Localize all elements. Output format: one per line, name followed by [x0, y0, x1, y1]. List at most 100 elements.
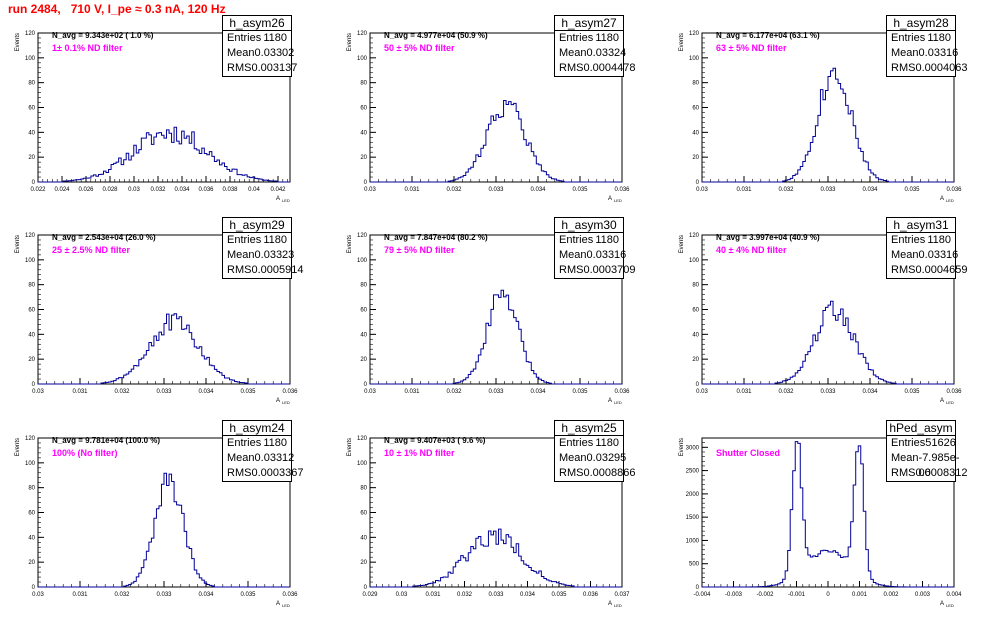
stats-label-mean: Mean: [559, 452, 587, 464]
stats-row-rms: RMS 0.0003709: [555, 263, 635, 278]
n-avg-label: N_avg = 6.177e+04 (63.1 %): [716, 31, 820, 40]
y-tick-label: 20: [28, 560, 35, 566]
x-tick-label: 0.031: [404, 187, 420, 193]
stats-value-mean: 0.03324: [586, 47, 627, 59]
stats-box: h_asym27 Entries 1180 Mean 0.03324 RMS 0.00044…: [554, 15, 635, 77]
y-tick-label: 80: [360, 81, 367, 87]
y-tick-label: 60: [360, 511, 367, 517]
y-axis-label: Events: [15, 235, 21, 253]
y-tick-label: 80: [28, 81, 35, 87]
filter-annotation: 50 ± 5% ND filter: [384, 43, 455, 53]
histogram-series: [38, 313, 290, 385]
x-tick-label: 0.036: [583, 592, 599, 598]
n-avg-label: N_avg = 3.997e+04 (40.9 %): [716, 233, 820, 242]
stats-value-rms: 0.003137: [251, 62, 298, 74]
stats-label-entries: Entries: [559, 437, 594, 449]
y-tick-label: 120: [689, 233, 700, 239]
histogram-series: [38, 126, 290, 183]
stats-value-mean: 0.03323: [254, 249, 295, 261]
x-tick-label: 0.032: [114, 389, 130, 395]
x-tick-label: -0.002: [756, 592, 774, 598]
y-tick-label: 60: [692, 308, 699, 314]
stats-value-mean: 0.03316: [918, 47, 959, 59]
histogram-series: [702, 67, 954, 183]
x-tick-label: 0.032: [150, 187, 166, 193]
x-tick-label: 0.035: [904, 187, 920, 193]
x-tick-label: 0.035: [551, 592, 567, 598]
x-tick-label: 0.004: [946, 592, 962, 598]
y-tick-label: 100: [357, 461, 368, 467]
y-tick-label: 100: [25, 56, 36, 62]
x-tick-label: 0.031: [72, 592, 88, 598]
y-tick-label: 100: [25, 258, 36, 264]
stats-label-rms: RMS: [227, 264, 252, 276]
x-axis-label-subscript: LED: [946, 400, 954, 405]
stats-value-mean: -7.985e-06: [918, 452, 960, 479]
stats-row-mean: Mean 0.03316: [887, 46, 958, 61]
stats-row-mean: Mean 0.03295: [555, 451, 626, 466]
stats-row-entries: Entries 1180: [887, 31, 955, 46]
stats-value-mean: 0.03295: [586, 452, 627, 464]
y-tick-label: 40: [28, 130, 35, 136]
y-tick-label: 80: [28, 486, 35, 492]
filter-annotation: 40 ± 4% ND filter: [716, 245, 787, 255]
x-tick-label: 0.036: [614, 389, 630, 395]
y-tick-label: 120: [357, 233, 368, 239]
stats-label-rms: RMS: [227, 467, 252, 479]
x-axis-label: A: [608, 398, 612, 404]
y-tick-label: 40: [692, 332, 699, 338]
y-tick-label: 60: [692, 106, 699, 112]
y-tick-label: 100: [357, 258, 368, 264]
x-tick-label: 0.03: [32, 389, 44, 395]
x-tick-label: 0.034: [520, 592, 536, 598]
x-tick-label: 0.042: [270, 187, 286, 193]
y-axis-label: Events: [679, 438, 685, 456]
histogram-name: h_asym24: [223, 421, 291, 436]
x-tick-label: 0.031: [736, 389, 752, 395]
y-axis-label: Events: [679, 235, 685, 253]
stats-row-mean: Mean 0.03316: [887, 248, 958, 263]
x-tick-label: 0.03: [128, 187, 140, 193]
stats-label-entries: Entries: [227, 437, 262, 449]
stats-row-mean: Mean 0.03302: [223, 46, 294, 61]
stats-row-mean: Mean 0.03312: [223, 451, 294, 466]
x-tick-label: 0.035: [240, 389, 256, 395]
x-axis-label-subscript: LED: [282, 400, 290, 405]
stats-box: h_asym29 Entries 1180 Mean 0.03323 RMS 0.00059…: [222, 217, 303, 279]
n-avg-label: N_avg = 2.543e+04 (26.0 %): [52, 233, 156, 242]
x-tick-label: 0.03: [696, 389, 708, 395]
y-tick-label: 60: [28, 106, 35, 112]
filter-annotation: 100% (No filter): [52, 448, 118, 458]
n-avg-label: N_avg = 9.781e+04 (100.0 %): [52, 436, 161, 445]
y-axis-label: Events: [347, 33, 353, 51]
x-tick-label: -0.004: [693, 592, 711, 598]
histogram-plot: 0 500 1000 1500 2000 2500 3000 -0.004 -0.003 -0.0…: [679, 437, 962, 608]
stats-label-entries: Entries: [559, 32, 594, 44]
y-tick-label: 20: [28, 357, 35, 363]
x-tick-label: 0.032: [114, 592, 130, 598]
histogram-name: hPed_asym: [887, 421, 955, 436]
x-axis-label-subscript: LED: [946, 198, 954, 203]
x-axis-label-subscript: LED: [946, 603, 954, 608]
y-tick-label: 120: [357, 31, 368, 37]
x-tick-label: 0.038: [222, 187, 238, 193]
stats-value-mean: 0.03312: [254, 452, 295, 464]
filter-annotation: Shutter Closed: [716, 448, 781, 458]
y-tick-label: 80: [360, 486, 367, 492]
x-tick-label: 0.031: [736, 187, 752, 193]
stats-value-rms: 0.0004478: [583, 62, 636, 74]
stats-row-entries: Entries 1180: [223, 436, 291, 451]
y-tick-label: 60: [28, 511, 35, 517]
stats-label-rms: RMS: [891, 62, 916, 74]
x-tick-label: 0.031: [72, 389, 88, 395]
x-axis-label-subscript: LED: [614, 400, 622, 405]
y-tick-label: 20: [360, 155, 367, 161]
x-tick-label: 0.028: [102, 187, 118, 193]
stats-value-entries: 51626: [925, 437, 956, 449]
y-tick-label: 60: [360, 308, 367, 314]
stats-value-entries: 1180: [595, 234, 619, 246]
y-tick-label: 0: [32, 180, 36, 186]
stats-row-entries: Entries 1180: [223, 31, 291, 46]
histogram-panel-h_asym30: 0 20 40 60 80 100 120 0.03 0.031 0.032 0.033 0.034 0…: [332, 217, 664, 417]
x-tick-label: 0.035: [572, 187, 588, 193]
